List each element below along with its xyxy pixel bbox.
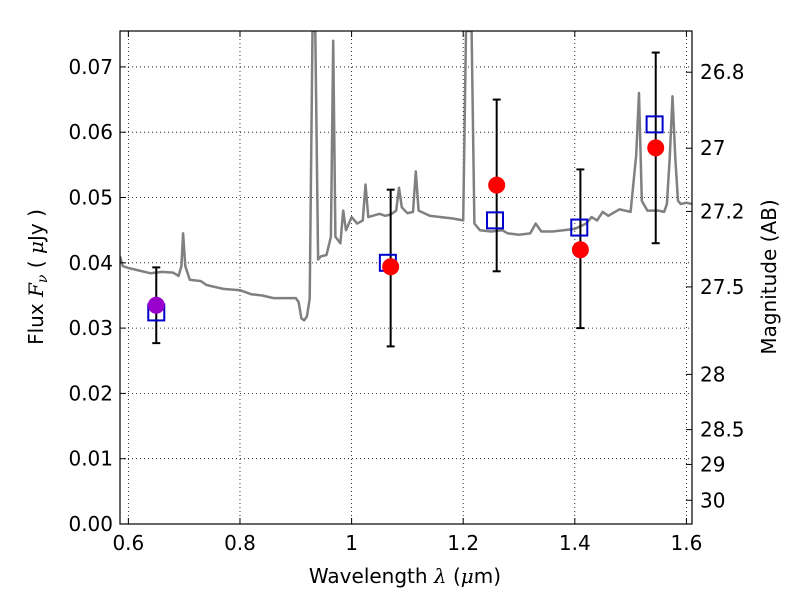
y2-axis-title: Magnitude (AB) [757,199,781,354]
y2-tick-label: 28.5 [700,418,745,442]
y-tick-layer: 0.00 0.01 0.02 0.03 0.04 0.05 0.06 0.07 [68,55,126,536]
circle-marker [382,258,400,276]
y-tick-label: 0.07 [68,55,113,79]
y2-tick-label: 29 [700,452,725,476]
y-tick-label: 0.01 [68,447,113,471]
y2-tick-label: 26.8 [700,60,745,84]
x-tick-label: 1.4 [559,531,591,555]
x-tick-label: 0.8 [224,531,256,555]
y2-tick-label: 27 [700,136,725,160]
axes-frame [119,30,693,525]
x-tick-label: 1.2 [447,531,479,555]
x-axis-title: Wavelength λ (μm) [309,564,501,588]
x-tick-label: 0.6 [112,531,144,555]
grid-layer [120,31,692,525]
y2-tick-label: 28 [700,362,725,386]
y-tick-label: 0.03 [68,316,113,340]
square-marker [645,115,664,134]
circle-marker [647,139,665,157]
circle-marker-layer [147,139,665,314]
y2-tick-label: 27.5 [700,275,745,299]
spectrum-line [120,31,692,322]
circle-marker [147,296,165,314]
x-tick-label: 1 [345,531,358,555]
square-marker [486,211,505,230]
y2-tick-label: 27.2 [700,199,745,223]
errorbar-layer [152,51,660,348]
square-marker [570,218,589,237]
y-axis-title: Flux Fν ( μJy ) [24,209,51,345]
y-tick-label: 0.02 [68,381,113,405]
y-tick-label: 0.00 [68,512,113,536]
circle-marker [488,176,506,194]
y-tick-label: 0.05 [68,186,113,210]
circle-marker [571,241,589,259]
x-tick-label: 1.6 [671,531,703,555]
plot-frame [119,30,693,525]
y-tick-label: 0.06 [68,120,113,144]
y2-tick-label: 30 [700,488,725,512]
y-tick-label: 0.04 [68,251,113,275]
x-tick-layer: 0.6 0.8 1 1.2 1.4 1.6 [112,31,702,555]
y2-tick-layer: 26.8 27 27.2 27.5 28 28.5 29 30 [686,60,745,512]
spectrum-layer [120,31,692,322]
